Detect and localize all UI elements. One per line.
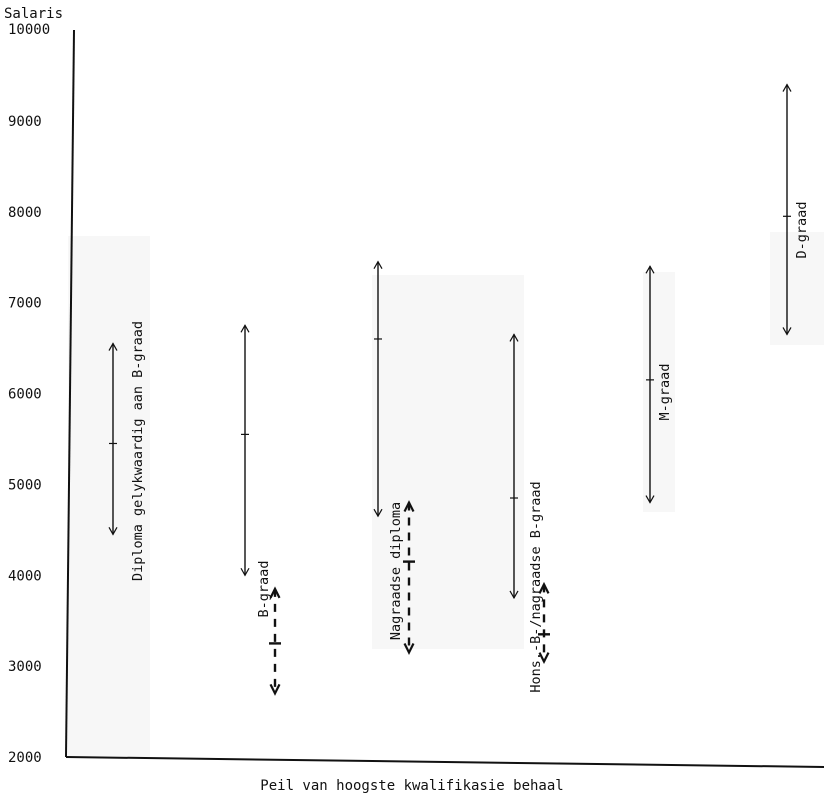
range-max-arrow xyxy=(373,260,383,270)
range-min-arrow xyxy=(240,567,250,577)
range-max-arrow xyxy=(645,265,655,274)
range-series: Diploma gelykwaardig aan B-graad xyxy=(108,321,146,581)
range-series: M-graad xyxy=(645,265,673,504)
y-tick-label: 10000 xyxy=(8,22,50,38)
x-axis-label: Peil van hoogste kwalifikasie behaal xyxy=(260,778,563,794)
y-tick-label: 2000 xyxy=(8,750,42,766)
dashed-min-arrow xyxy=(403,643,415,655)
y-tick-label: 9000 xyxy=(8,114,42,130)
series-label: Diploma gelykwaardig aan B-graad xyxy=(130,321,146,581)
y-tick-label: 8000 xyxy=(8,205,42,221)
series-label: D-graad xyxy=(794,202,810,259)
range-series: B-graad xyxy=(240,324,281,696)
dashed-max-arrow xyxy=(538,581,550,594)
range-min-arrow xyxy=(373,508,383,518)
y-tick-label: 3000 xyxy=(8,659,42,675)
series-label: B-graad xyxy=(256,561,272,618)
series-label: Nagraadse diploma xyxy=(388,502,404,640)
y-tick-label: 5000 xyxy=(8,477,42,493)
dashed-min-arrow xyxy=(538,652,550,665)
y-tick-label: 6000 xyxy=(8,387,42,403)
series-label: M-graad xyxy=(657,364,673,421)
range-min-arrow xyxy=(509,590,519,600)
range-max-arrow xyxy=(108,342,118,351)
y-tick-label: 7000 xyxy=(8,296,42,312)
range-max-arrow xyxy=(509,333,519,342)
y-axis xyxy=(65,29,75,758)
dashed-max-arrow xyxy=(403,500,415,513)
x-axis xyxy=(65,756,824,768)
range-min-arrow xyxy=(782,327,792,336)
background-panel xyxy=(372,275,524,649)
range-series: D-graad xyxy=(782,83,810,336)
background-panel xyxy=(770,232,824,345)
range-series: Nagraadse diploma xyxy=(373,260,415,655)
range-series: Hons.-B-/nagraadse B-graad xyxy=(509,333,550,693)
background-panel xyxy=(68,236,150,757)
dashed-max-arrow xyxy=(269,586,281,599)
range-max-arrow xyxy=(782,83,792,92)
y-tick-label: 4000 xyxy=(8,568,42,584)
dashed-min-arrow xyxy=(269,683,281,696)
range-max-arrow xyxy=(240,324,250,333)
series-label: Hons.-B-/nagraadse B-graad xyxy=(528,481,544,692)
y-axis-label: Salaris xyxy=(4,6,63,22)
range-min-arrow xyxy=(108,527,118,536)
range-min-arrow xyxy=(645,495,655,504)
background-panel xyxy=(643,272,675,512)
